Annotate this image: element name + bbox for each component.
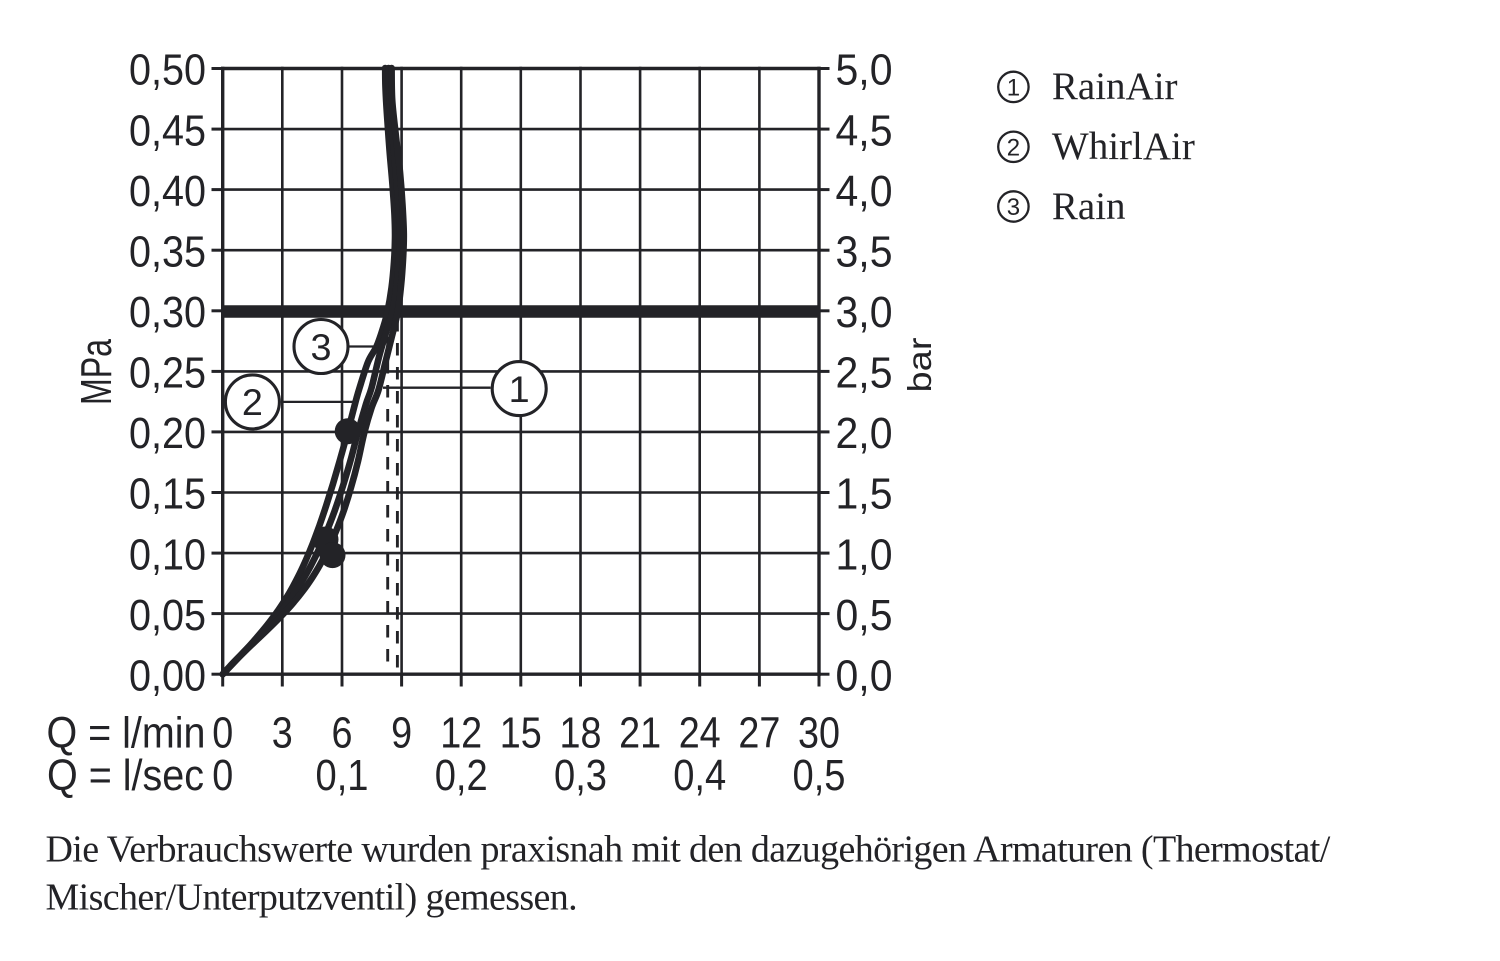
svg-text:Q = l/min: Q = l/min [47,709,206,758]
svg-text:30: 30 [798,709,840,758]
svg-text:0,00: 0,00 [129,651,206,700]
svg-text:2: 2 [242,382,263,423]
svg-text:5,0: 5,0 [836,46,893,95]
svg-text:2: 2 [1007,135,1020,162]
svg-text:0,25: 0,25 [129,349,206,398]
svg-text:27: 27 [738,709,780,758]
svg-text:Die Verbrauchswerte wurden pra: Die Verbrauchswerte wurden praxisnah mit… [46,829,1331,871]
svg-text:18: 18 [560,709,602,758]
svg-text:0,10: 0,10 [129,530,206,579]
svg-text:0,2: 0,2 [435,751,488,800]
svg-text:0,45: 0,45 [129,106,206,155]
svg-text:3: 3 [311,327,332,368]
svg-text:15: 15 [500,709,542,758]
svg-text:1: 1 [509,369,530,410]
svg-text:2,5: 2,5 [836,349,893,398]
svg-text:0,35: 0,35 [129,227,206,276]
svg-text:3: 3 [272,709,293,758]
svg-text:Mischer/Unterputzventil) gemes: Mischer/Unterputzventil) gemessen. [46,877,578,919]
svg-text:9: 9 [391,709,412,758]
svg-text:0,15: 0,15 [129,470,206,519]
svg-text:MPa: MPa [72,339,121,405]
svg-text:21: 21 [619,709,661,758]
svg-text:0,5: 0,5 [793,751,846,800]
svg-text:0,20: 0,20 [129,409,206,458]
svg-text:12: 12 [440,709,482,758]
svg-text:0: 0 [212,751,233,800]
svg-text:1: 1 [1007,75,1020,102]
svg-text:3,5: 3,5 [836,227,893,276]
svg-text:0,05: 0,05 [129,591,206,640]
svg-text:3,0: 3,0 [836,288,893,337]
svg-text:0,4: 0,4 [673,751,726,800]
svg-text:6: 6 [332,709,353,758]
svg-text:3: 3 [1007,194,1020,221]
svg-text:WhirlAir: WhirlAir [1052,125,1195,168]
svg-text:0,0: 0,0 [836,651,893,700]
svg-text:0,40: 0,40 [129,167,206,216]
svg-text:RainAir: RainAir [1052,65,1178,108]
svg-text:1,0: 1,0 [836,530,893,579]
svg-text:1,5: 1,5 [836,470,893,519]
svg-text:4,5: 4,5 [836,106,893,155]
svg-text:0,50: 0,50 [129,46,206,95]
svg-text:Q = l/sec: Q = l/sec [47,751,204,800]
svg-text:2,0: 2,0 [836,409,893,458]
svg-text:0,3: 0,3 [554,751,607,800]
svg-text:bar: bar [901,337,938,392]
svg-text:Rain: Rain [1052,185,1126,228]
svg-text:0,5: 0,5 [836,591,893,640]
svg-text:4,0: 4,0 [836,167,893,216]
svg-text:0: 0 [212,709,233,758]
svg-text:0,30: 0,30 [129,288,206,337]
svg-text:0,1: 0,1 [316,751,369,800]
svg-text:24: 24 [679,709,721,758]
